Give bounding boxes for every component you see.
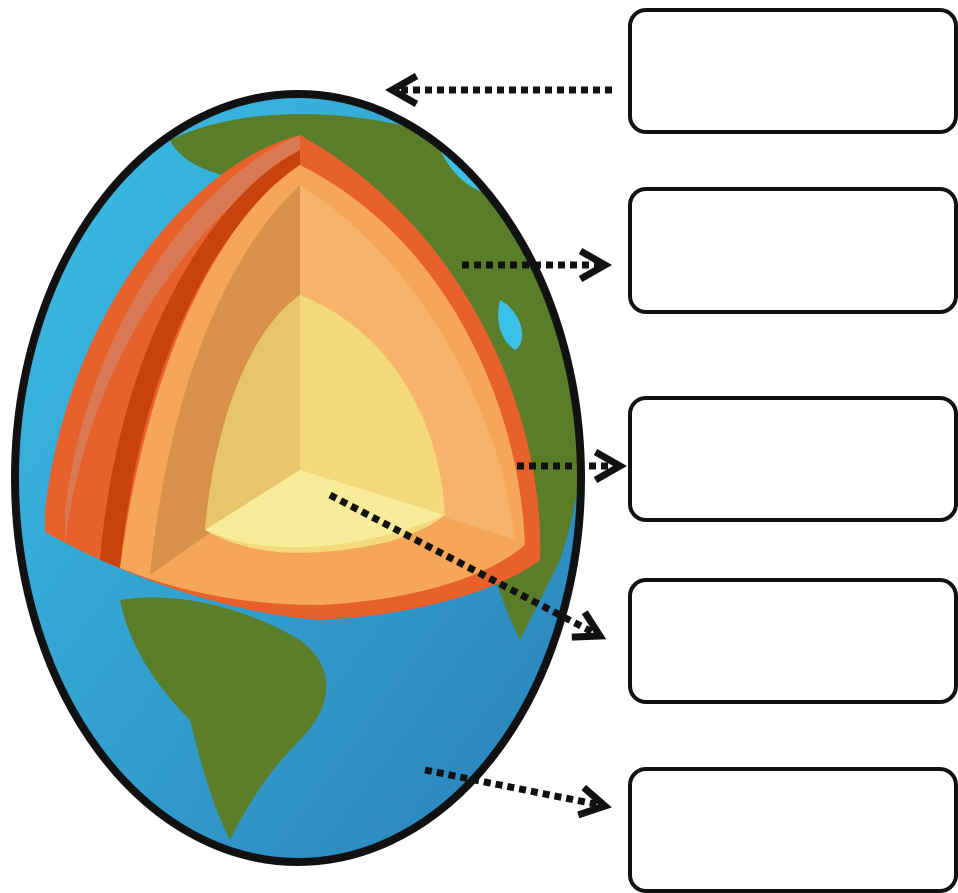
core-shadow [205,295,300,530]
globe [11,90,585,866]
continent [120,597,327,840]
label-box [628,396,958,522]
globe-outline [11,90,585,866]
label-box [628,187,958,314]
arrow [328,491,607,641]
label-boxes [628,8,958,893]
label-box [628,8,958,134]
lake [498,300,523,350]
label-box [628,767,958,893]
label-box [628,578,958,704]
inner-core [205,470,445,548]
pointer-arrows [328,72,628,819]
cutaway [45,135,541,620]
upper-mantle [100,150,300,568]
arrow [424,766,612,819]
